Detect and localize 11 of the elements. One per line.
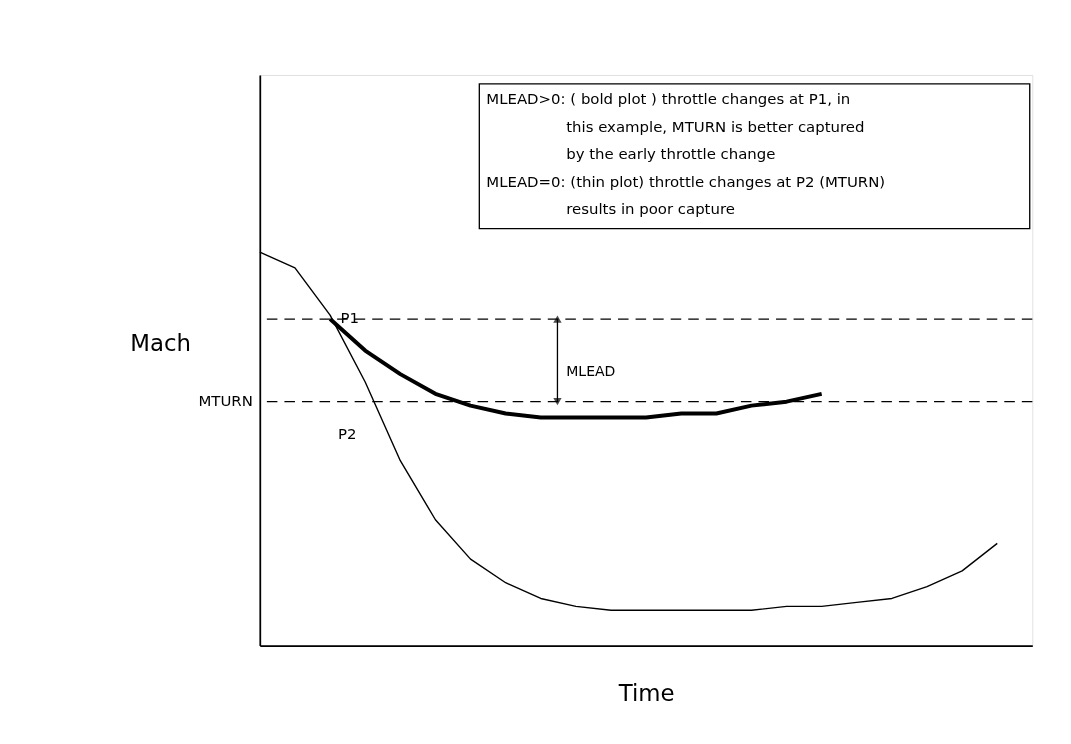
annotation: MLEAD — [566, 363, 616, 380]
annotation: P1 — [340, 308, 360, 327]
text: results in poor capture — [566, 199, 735, 218]
text: MLEAD=0: (thin plot) throttle changes at P2 (MTURN) — [486, 172, 886, 191]
annotation: P2 — [337, 425, 357, 444]
text: by the early throttle change — [566, 145, 776, 164]
text: MLEAD>0: ( bold plot ) throttle changes at P1, in — [486, 90, 851, 109]
x-axis-title: Time — [617, 680, 675, 707]
text: this example, MTURN is better captured — [566, 118, 865, 137]
y-axis-title: Mach — [130, 329, 192, 356]
ref-line-label: MTURN — [198, 392, 253, 411]
